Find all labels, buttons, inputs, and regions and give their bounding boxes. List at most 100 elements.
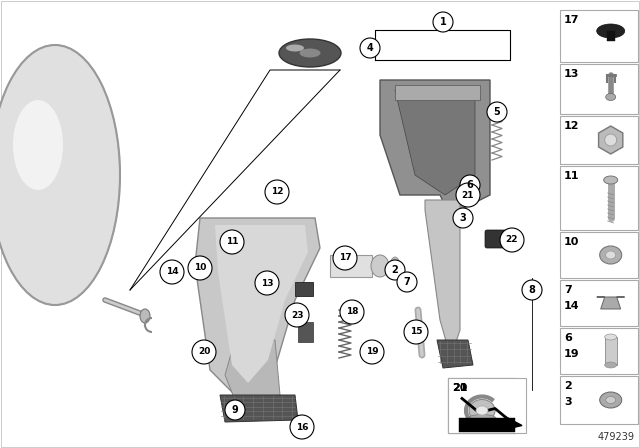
Bar [607,31,614,41]
Polygon shape [220,395,298,422]
Circle shape [397,272,417,292]
Text: 14: 14 [166,267,179,276]
Ellipse shape [476,406,488,415]
Bar [560,376,638,424]
Circle shape [487,102,507,122]
Text: 2: 2 [392,265,398,275]
Ellipse shape [468,414,496,422]
Polygon shape [425,200,460,355]
Ellipse shape [0,45,120,305]
Bar [560,232,638,278]
Text: 19: 19 [564,349,580,359]
Text: 6: 6 [564,333,572,343]
Circle shape [333,246,357,270]
Text: 3: 3 [460,213,467,223]
Text: 9: 9 [232,405,238,415]
Circle shape [385,260,405,280]
Bar [298,322,313,342]
Ellipse shape [140,309,150,323]
Text: 21: 21 [452,383,467,393]
Bar [459,418,515,432]
Text: 1: 1 [440,17,446,27]
Bar [560,10,638,62]
Text: 5: 5 [493,107,500,117]
Text: 6: 6 [467,180,474,190]
Polygon shape [437,340,473,368]
Ellipse shape [600,392,621,408]
Ellipse shape [13,100,63,190]
Ellipse shape [371,255,389,277]
Polygon shape [395,85,480,100]
Bar [560,280,638,326]
Circle shape [360,340,384,364]
Polygon shape [195,218,320,395]
Circle shape [265,180,289,204]
Ellipse shape [390,257,400,275]
Ellipse shape [605,362,617,368]
Text: 16: 16 [296,422,308,431]
Bar [330,255,372,277]
Text: 12: 12 [271,188,284,197]
Circle shape [605,134,617,146]
Circle shape [404,320,428,344]
Bar [448,378,516,433]
Text: 10: 10 [564,237,579,247]
Text: 11: 11 [226,237,238,246]
Circle shape [433,12,453,32]
Polygon shape [215,225,308,383]
Circle shape [160,260,184,284]
Ellipse shape [299,48,321,58]
Ellipse shape [605,251,616,259]
Circle shape [192,340,216,364]
Circle shape [460,175,480,195]
Bar [560,64,638,114]
Text: 20: 20 [198,348,210,357]
Polygon shape [225,340,280,400]
Circle shape [255,271,279,295]
Text: 7: 7 [564,285,572,295]
Text: 19: 19 [365,348,378,357]
Ellipse shape [605,94,616,100]
Polygon shape [380,80,490,215]
Polygon shape [598,126,623,154]
Ellipse shape [596,24,625,38]
Text: 18: 18 [346,307,358,316]
Circle shape [285,303,309,327]
Polygon shape [505,417,522,428]
Text: 15: 15 [410,327,422,336]
Bar [448,378,526,433]
Ellipse shape [604,176,618,184]
Circle shape [188,256,212,280]
Circle shape [360,38,380,58]
FancyBboxPatch shape [485,230,507,248]
Ellipse shape [286,44,304,52]
Text: 2: 2 [564,381,572,391]
Polygon shape [395,90,475,195]
Text: 17: 17 [564,15,579,25]
Circle shape [225,400,245,420]
Text: 8: 8 [529,285,536,295]
Text: 17: 17 [339,254,351,263]
Text: 20: 20 [452,383,467,393]
Circle shape [500,228,524,252]
Text: 4: 4 [367,43,373,53]
Circle shape [340,300,364,324]
Text: 22: 22 [506,236,518,245]
Text: 479239: 479239 [598,432,635,442]
Bar [605,337,617,365]
Text: 10: 10 [194,263,206,272]
Text: 14: 14 [564,301,580,311]
Text: 7: 7 [404,277,410,287]
Circle shape [220,230,244,254]
Ellipse shape [600,246,621,264]
Ellipse shape [469,400,495,422]
Bar [560,166,638,230]
Text: 13: 13 [564,69,579,79]
Ellipse shape [605,334,617,340]
Bar [560,328,638,374]
Bar [448,378,516,433]
Circle shape [290,415,314,439]
Text: 3: 3 [564,397,572,407]
Bar [560,116,638,164]
Text: 21: 21 [461,190,474,199]
